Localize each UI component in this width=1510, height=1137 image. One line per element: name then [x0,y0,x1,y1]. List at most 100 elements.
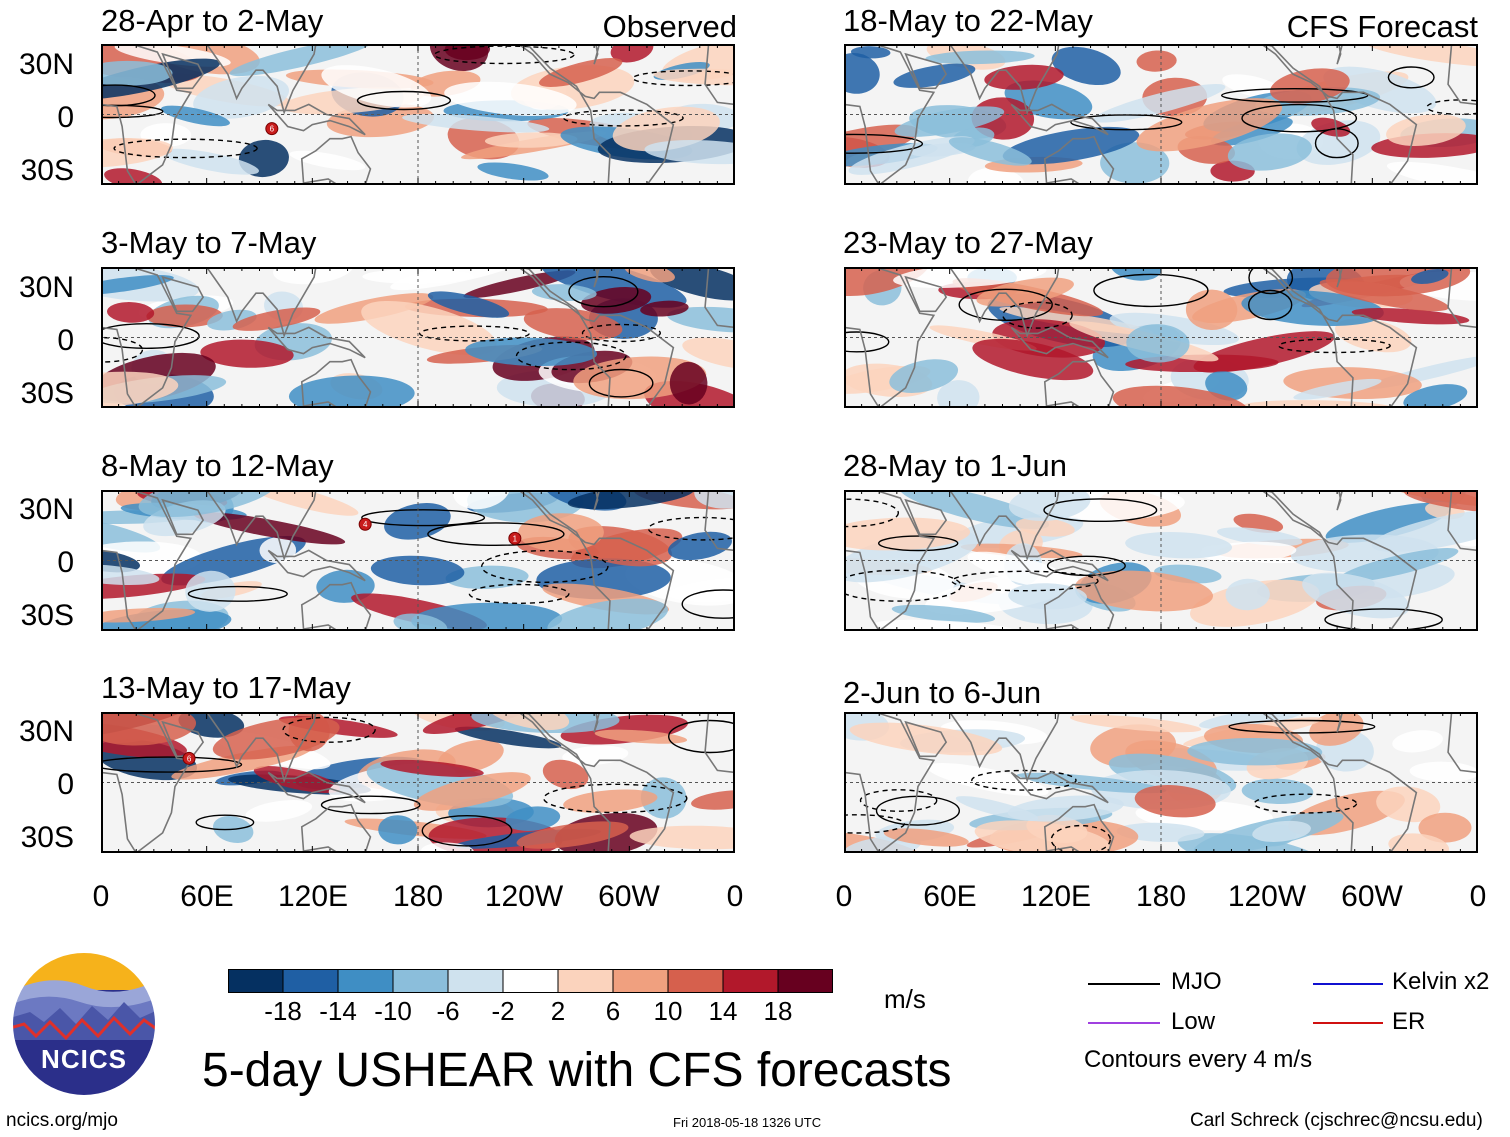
shear-anomaly-blob [384,502,451,540]
coastline [844,490,936,631]
panel-title-forecast-2: 23-May to 27-May [843,225,1093,260]
mjo-contour [1093,273,1209,308]
panel-title-forecast-3: 28-May to 1-Jun [843,448,1067,483]
coastline [1336,490,1344,511]
logo-text: NCICS [41,1044,127,1074]
shear-anomaly-blob [682,337,735,371]
coastline [904,720,948,758]
coastline [205,267,317,339]
shear-anomaly-blob [477,162,549,181]
colorbar-tick-label: -18 [264,996,302,1026]
mjo-contour [320,795,421,815]
shear-anomaly-blob [1325,502,1450,543]
shear-anomaly-blob [138,490,278,518]
mjo-contour [468,583,570,604]
coastline [1336,267,1344,288]
mjo-contour [480,550,609,584]
mjo-contour [681,589,735,619]
colorbar-tick-label: 14 [708,996,738,1026]
panel-title-observed-2: 3-May to 7-May [101,225,317,260]
coastline [161,498,205,536]
coastline [161,275,205,313]
shear-anomaly-blob [893,63,976,88]
shear-anomaly-blob [891,604,996,623]
legend-kelvin-line [1313,983,1383,985]
mjo-contour [1278,338,1391,354]
shear-anomaly-blob [669,361,708,405]
shear-anomaly-blob [926,763,1049,797]
shear-anomaly-blob [1222,74,1284,99]
mjo-contour [1248,289,1293,321]
shear-anomaly-blob [1008,490,1091,521]
mjo-contour [647,516,735,541]
shear-anomaly-blob [653,68,735,86]
mjo-contour [195,814,255,831]
legend-er-line [1313,1022,1383,1024]
shear-anomaly-blob [1112,385,1249,408]
colorbar-tick-label: 6 [605,996,621,1026]
coastline [161,52,205,90]
shear-anomaly-blob [1418,812,1472,843]
shear-anomaly-blob [1404,490,1478,514]
lat-label-eq: 0 [57,324,74,357]
colorbar-tick-label: -14 [319,996,357,1026]
colorbar-tick-label: -6 [436,996,460,1026]
shear-anomaly-blob [955,796,1039,821]
mjo-contour [588,368,654,398]
coastline [267,103,366,136]
shear-anomaly-blob [161,105,230,127]
coastline [704,44,735,106]
mjo-contour [1221,88,1369,103]
coastline [844,712,936,853]
storm-marker-number: 6 [187,754,192,763]
legend-low-label: Low [1171,1008,1216,1035]
coastline [101,712,193,853]
colorbar-tick-label: 2 [550,996,566,1026]
coastline [1447,267,1478,329]
shear-anomaly-blob [200,339,294,368]
lon-label: 180 [1135,880,1187,913]
shear-anomaly-blob [162,148,259,175]
storm-marker: 6 [182,751,196,765]
shear-anomaly-blob [640,777,687,819]
map-panel-observed-2 [101,267,735,408]
shear-anomaly-blob [413,772,531,811]
shear-anomaly-blob [402,113,550,133]
figure-title: 5-day USHEAR with CFS forecasts [202,1044,952,1097]
shear-anomaly-blob [667,306,735,333]
shear-anomaly-blob [1392,730,1443,753]
shear-anomaly-blob [1309,712,1364,746]
colorbar-swatch [777,968,834,994]
shear-anomaly-blob [1100,142,1170,184]
panel-title-forecast-1: 18-May to 22-May [843,3,1093,38]
colorbar-swatch [447,968,504,994]
coastline [267,771,366,804]
coastline [161,720,205,758]
shear-anomaly-blob [390,267,533,291]
storm-marker-number: 4 [363,520,368,529]
coastline [904,275,948,313]
shear-anomaly-blob [1311,117,1351,137]
coastline [1336,44,1344,65]
shear-anomaly-blob [1225,578,1270,611]
shear-anomaly-blob [1376,786,1441,823]
coastline [593,712,601,733]
shear-anomaly-blob [101,607,196,623]
shear-anomaly-blob [321,65,432,108]
panel-title-observed-4: 13-May to 17-May [101,670,351,705]
shear-anomaly-blob [1217,527,1303,547]
shear-anomaly-blob [1051,46,1121,86]
coastline [1043,358,1115,408]
lon-label: 0 [726,880,744,913]
lat-label-30s: 30S [20,154,74,187]
coastline [1260,712,1418,853]
shear-anomaly-blob [1319,279,1449,312]
lon-label: 120W [1227,880,1307,913]
shear-anomaly-blob [1136,98,1283,152]
source-url[interactable]: ncics.org/mjo [6,1110,118,1131]
shear-anomaly-blob [101,549,140,573]
mjo-contour [1043,498,1158,523]
shear-anomaly-blob [1388,833,1450,853]
shear-anomaly-blob [629,825,735,850]
mjo-contour [844,331,890,353]
